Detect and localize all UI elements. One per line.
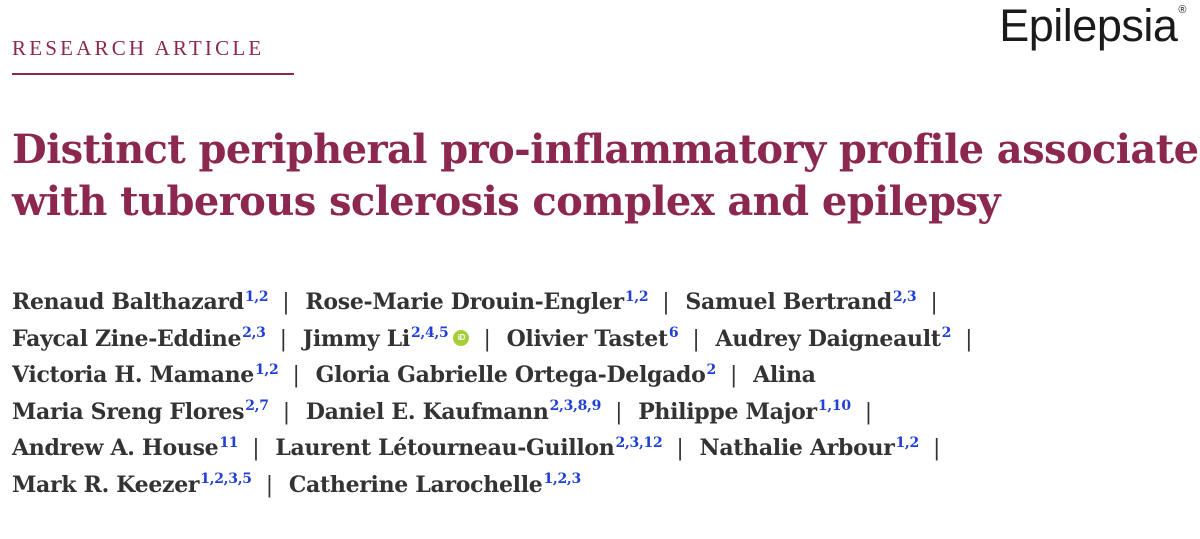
author: Faycal Zine-Eddine2,3: [12, 326, 266, 352]
author: Gloria Gabrielle Ortega-Delgado2: [315, 361, 717, 388]
author-name[interactable]: Rose-Marie Drouin-Engler: [305, 289, 624, 315]
affiliation-link[interactable]: 2: [941, 325, 952, 342]
registered-mark: ®: [1178, 4, 1186, 16]
affiliation-link[interactable]: 1,2,3,5: [200, 471, 252, 488]
author-line: Mark R. Keezer1,2,3,5 | Catherine Larochel…: [12, 467, 1192, 504]
author: Philippe Major1,10: [638, 399, 851, 425]
author: Renaud Balthazard1,2: [12, 288, 269, 315]
author-separator: |: [483, 326, 491, 352]
author: Daniel E. Kaufmann2,3,8,9: [305, 398, 602, 425]
orcid-icon[interactable]: iD: [453, 329, 470, 346]
author-separator: |: [615, 399, 623, 425]
author: Mark R. Keezer1,2,3,5: [12, 472, 252, 498]
affiliation-link[interactable]: 1,2: [895, 434, 919, 451]
author-separator: |: [292, 363, 300, 388]
author: Jimmy Li2,4,5 iD: [303, 326, 470, 352]
author: Andrew A. House11: [12, 434, 239, 461]
author-list: Renaud Balthazard1,2 | Rose-Marie Drouin-E…: [12, 284, 1192, 503]
author-name[interactable]: Catherine Larochelle: [288, 471, 543, 498]
author-line: Renaud Balthazard1,2 | Rose-Marie Drouin-E…: [12, 284, 1192, 321]
author: Rose-Marie Drouin-Engler1,2: [305, 289, 648, 315]
article-title: Distinct peripheral pro-inflammatory pro…: [12, 124, 1200, 228]
affiliation-link[interactable]: 1,2: [254, 361, 279, 378]
author-separator: |: [965, 326, 973, 352]
author-name[interactable]: Laurent Létourneau-Guillon: [275, 435, 615, 461]
author-name[interactable]: Alina: [753, 362, 816, 388]
author-separator: |: [252, 436, 260, 461]
affiliation-link[interactable]: 1,2,3: [543, 471, 581, 488]
author: Laurent Létourneau-Guillon2,3,12: [275, 435, 662, 461]
author: Olivier Tastet6: [507, 326, 679, 352]
affiliation-link[interactable]: 1,2: [624, 288, 649, 305]
author-name[interactable]: Faycal Zine-Eddine: [12, 325, 242, 352]
author-separator: |: [282, 290, 290, 315]
author-name[interactable]: Philippe Major: [638, 398, 817, 425]
affiliation-link[interactable]: 1,10: [817, 398, 851, 415]
affiliation-link[interactable]: 2,7: [245, 398, 269, 415]
author: Catherine Larochelle1,2,3: [289, 472, 581, 498]
author: Nathalie Arbour1,2: [699, 434, 920, 461]
author: Audrey Daigneault2: [715, 326, 951, 352]
author-name[interactable]: Daniel E. Kaufmann: [305, 398, 549, 425]
author-name[interactable]: Jimmy Li: [302, 325, 411, 352]
author-separator: |: [282, 399, 290, 425]
author-separator: |: [279, 326, 287, 352]
affiliation-link[interactable]: 1,2: [244, 288, 269, 305]
author-name[interactable]: Renaud Balthazard: [12, 289, 244, 315]
author-name[interactable]: Olivier Tastet: [506, 325, 669, 352]
journal-name: Epilepsia: [999, 0, 1178, 51]
author-separator: |: [729, 363, 738, 388]
author-line: Faycal Zine-Eddine2,3 | Jimmy Li2,4,5 iD | Ol…: [12, 321, 1192, 358]
author-name[interactable]: Andrew A. House: [12, 435, 219, 461]
author-name[interactable]: Victoria H. Mamane: [12, 362, 254, 388]
journal-logo[interactable]: Epilepsia®: [999, 0, 1186, 52]
author-separator: |: [932, 436, 941, 461]
author-separator: |: [662, 290, 670, 315]
author: Maria Sreng Flores2,7: [12, 399, 269, 425]
affiliation-link[interactable]: 2,3: [242, 325, 266, 342]
section-label: RESEARCH ARTICLE: [12, 36, 265, 60]
section-rule: [12, 73, 294, 75]
affiliation-link[interactable]: 2,4,5: [410, 325, 449, 342]
title-line: with tuberous sclerosis complex and epil…: [12, 178, 1001, 225]
title-line: Distinct peripheral pro-inflammatory pro…: [12, 126, 1200, 173]
affiliation-link[interactable]: 2,3,12: [615, 434, 663, 451]
affiliation-link[interactable]: 2,3,8,9: [549, 398, 602, 415]
author-line: Andrew A. House11 | Laurent Létourneau-Gui…: [12, 430, 1192, 467]
author-separator: |: [864, 399, 872, 425]
author: Samuel Bertrand2,3: [685, 289, 916, 315]
author-separator: |: [930, 290, 938, 315]
author-name[interactable]: Samuel Bertrand: [685, 289, 892, 315]
author-line: Maria Sreng Flores2,7 | Daniel E. Kaufmann…: [12, 394, 1192, 431]
author-separator: |: [265, 472, 273, 498]
affiliation-link[interactable]: 2: [706, 361, 717, 378]
author-separator: |: [692, 326, 700, 352]
author-name[interactable]: Audrey Daigneault: [715, 325, 941, 352]
author-name[interactable]: Gloria Gabrielle Ortega-Delgado: [315, 362, 706, 388]
author: Victoria H. Mamane1,2: [12, 361, 279, 388]
author-separator: |: [676, 436, 684, 461]
affiliation-link[interactable]: 11: [219, 434, 239, 451]
author-line: Victoria H. Mamane1,2 | Gloria Gabrielle O…: [12, 357, 1192, 394]
author: Alina: [753, 362, 816, 388]
affiliation-link[interactable]: 6: [668, 325, 679, 342]
affiliation-link[interactable]: 2,3: [892, 288, 917, 305]
author-name[interactable]: Maria Sreng Flores: [12, 398, 245, 425]
author-name[interactable]: Mark R. Keezer: [12, 471, 200, 498]
author-name[interactable]: Nathalie Arbour: [699, 435, 895, 461]
